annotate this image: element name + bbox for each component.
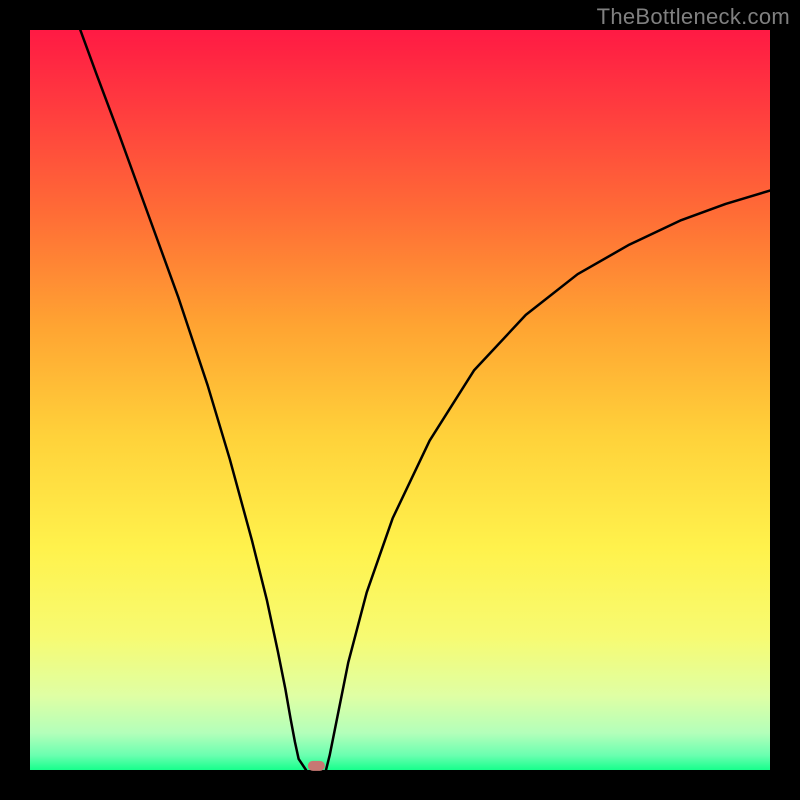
plot-outer-frame xyxy=(0,0,800,800)
plot-area xyxy=(30,30,770,770)
curve-left-branch xyxy=(80,30,306,770)
curve-right-branch xyxy=(326,191,770,770)
curve-layer xyxy=(30,30,770,770)
minimum-marker xyxy=(308,760,324,770)
watermark-text: TheBottleneck.com xyxy=(597,4,790,30)
